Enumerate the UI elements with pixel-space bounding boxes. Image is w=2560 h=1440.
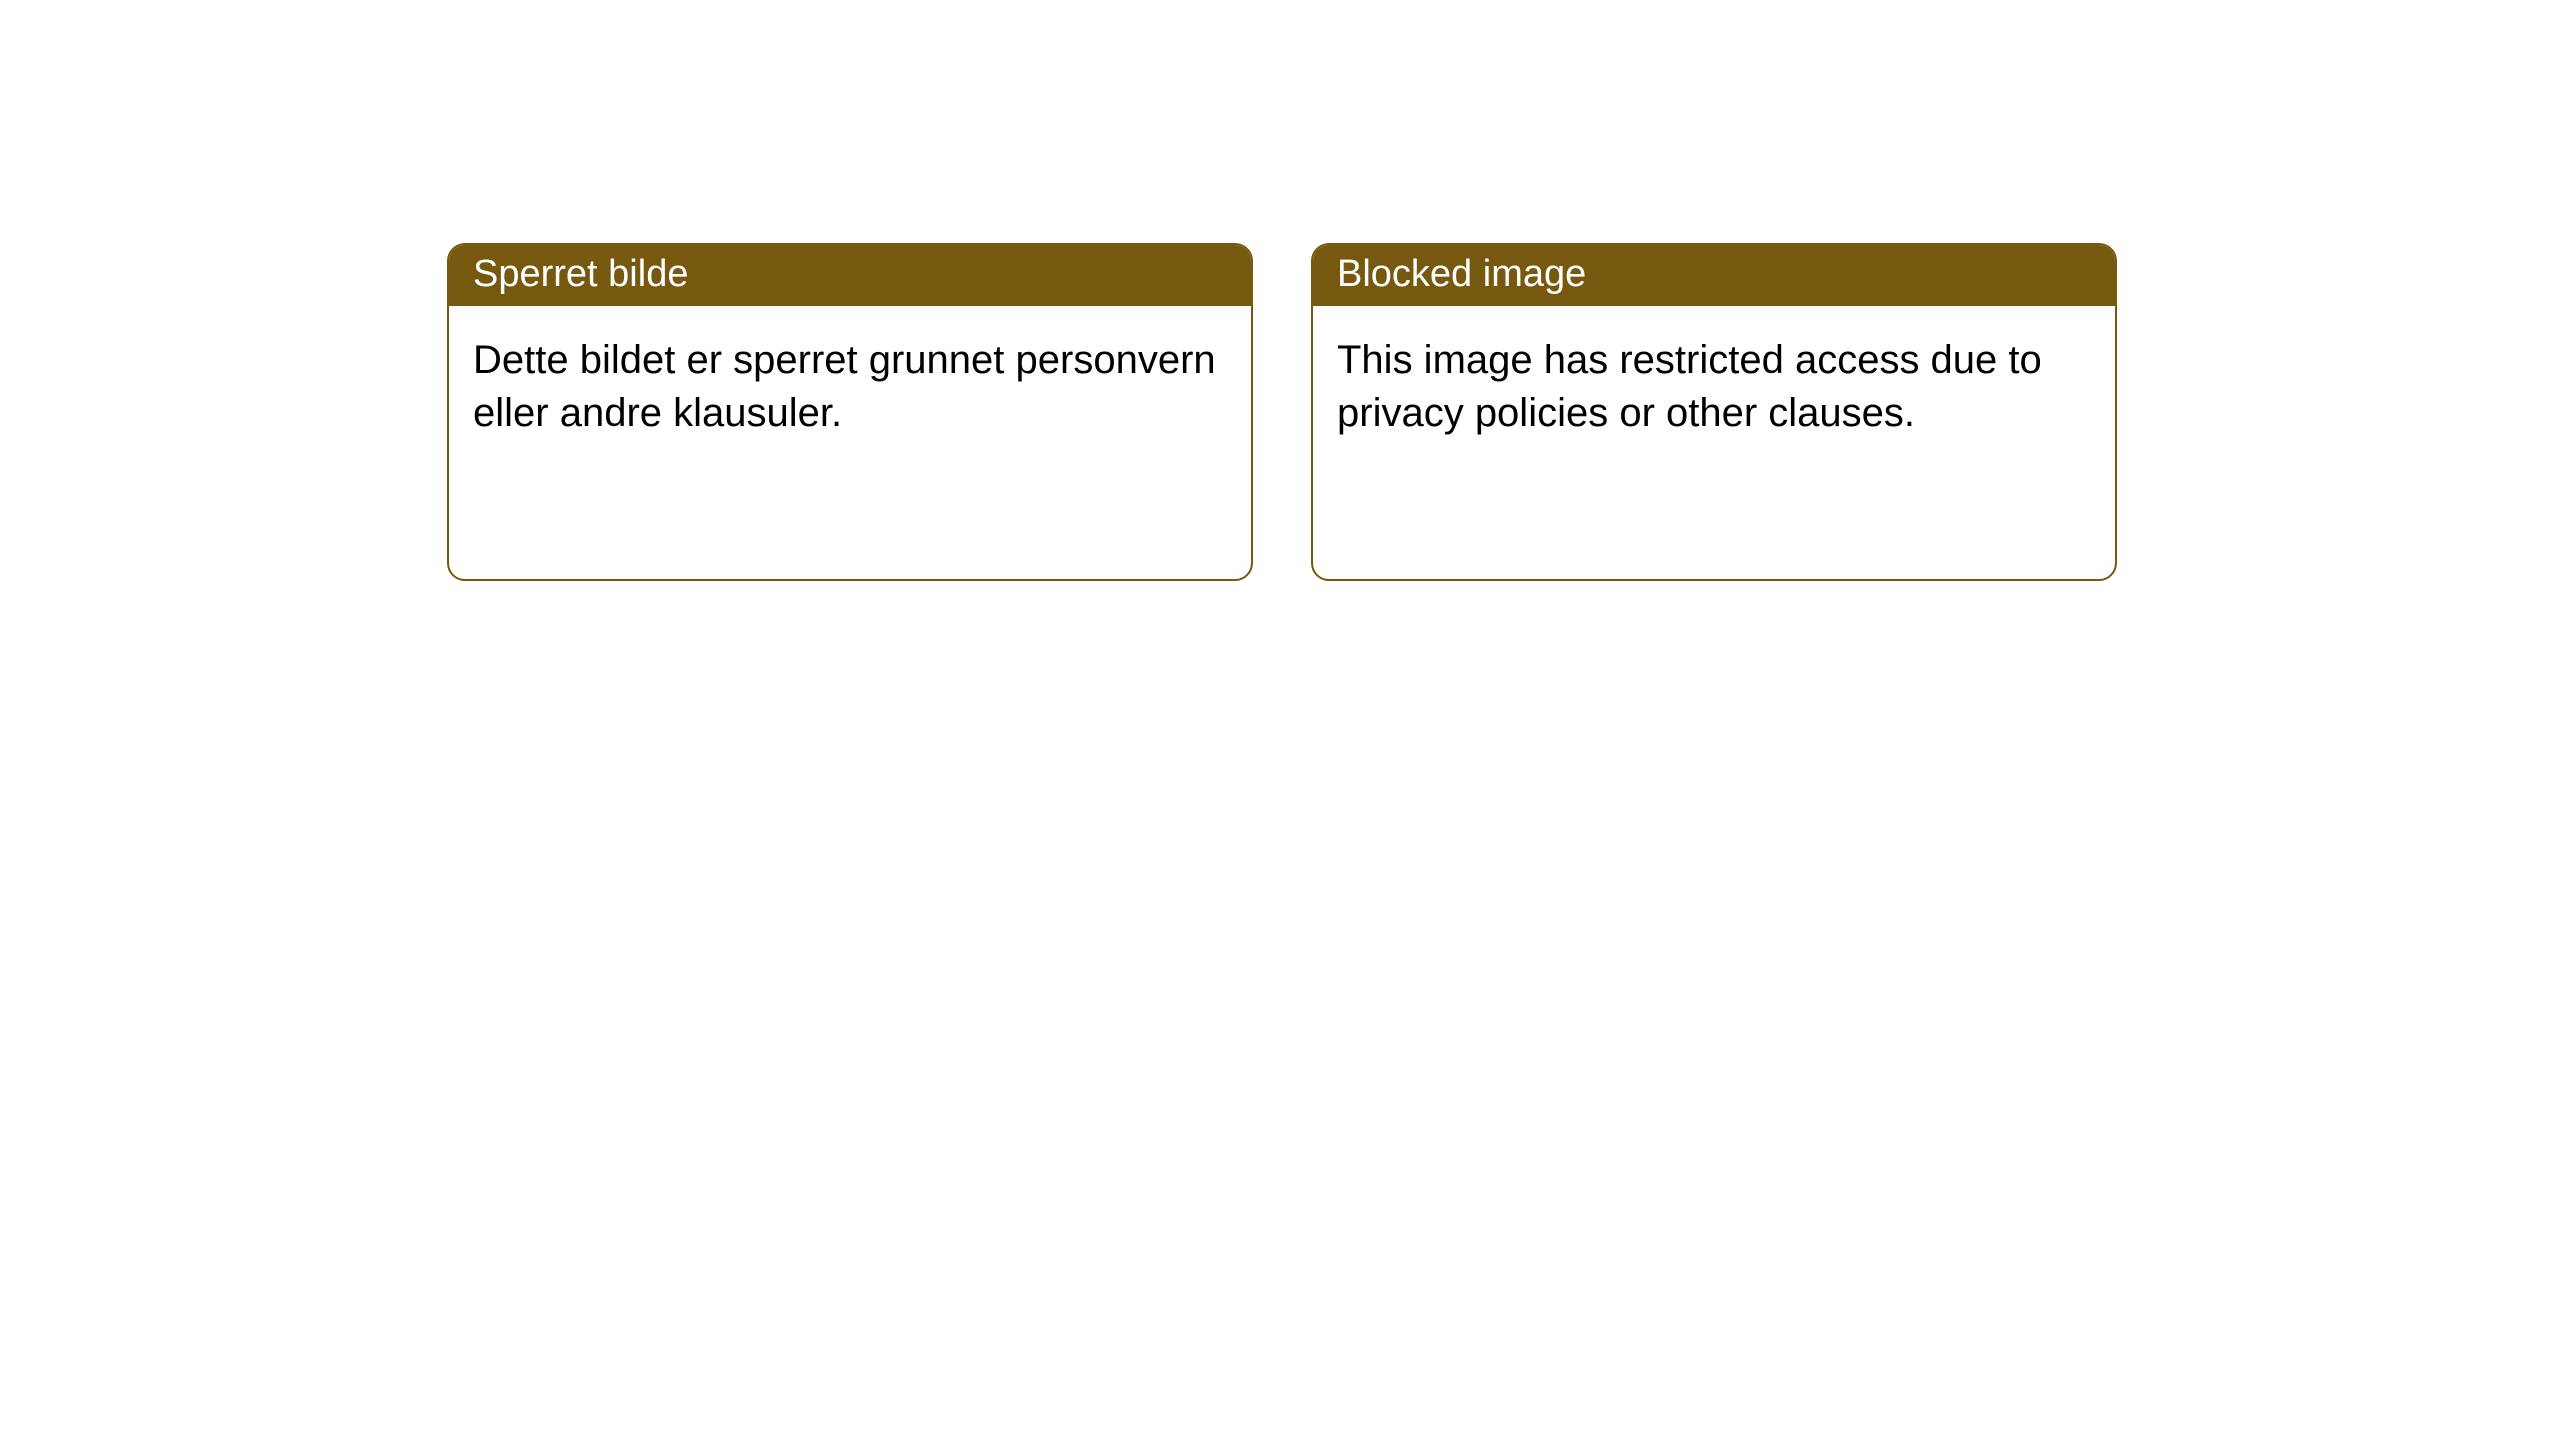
notice-body-en: This image has restricted access due to … <box>1313 306 2115 464</box>
notice-body-no: Dette bildet er sperret grunnet personve… <box>449 306 1251 464</box>
notice-card-no: Sperret bilde Dette bildet er sperret gr… <box>447 243 1253 581</box>
notice-header-no: Sperret bilde <box>449 245 1251 306</box>
notice-container: Sperret bilde Dette bildet er sperret gr… <box>0 0 2560 581</box>
notice-card-en: Blocked image This image has restricted … <box>1311 243 2117 581</box>
notice-header-en: Blocked image <box>1313 245 2115 306</box>
